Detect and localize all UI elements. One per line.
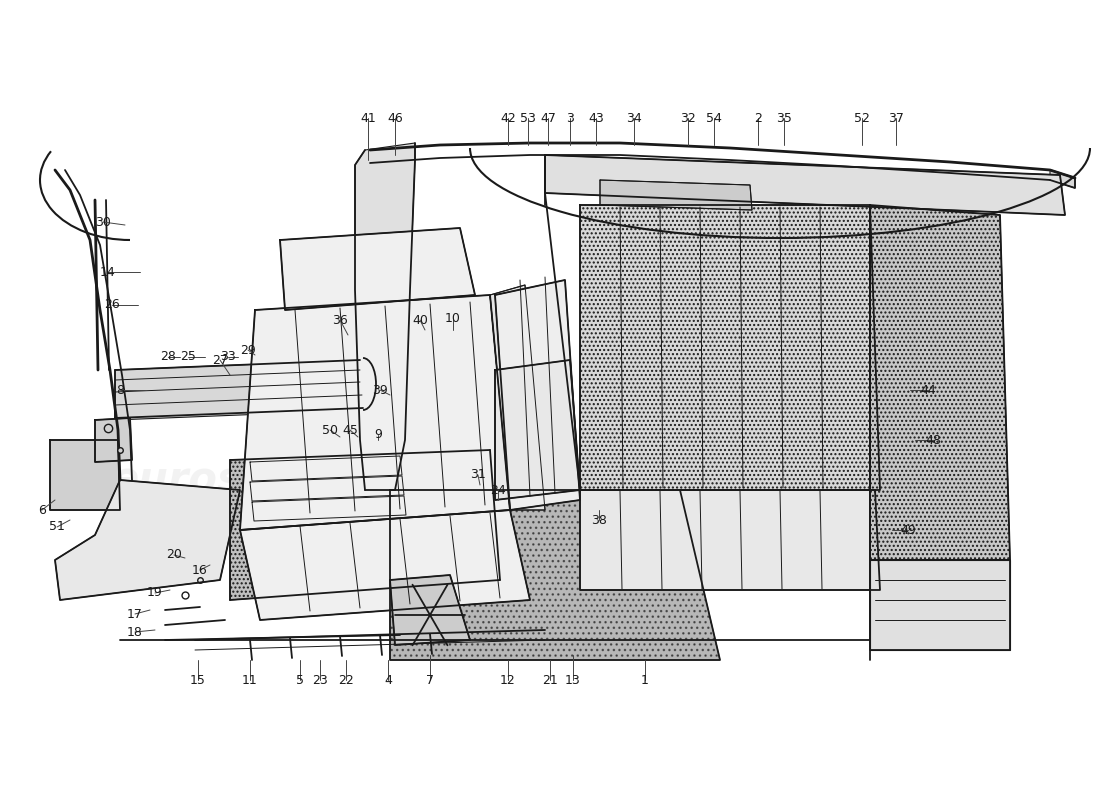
Text: 33: 33 bbox=[220, 350, 235, 363]
Text: 30: 30 bbox=[95, 215, 111, 229]
Text: 36: 36 bbox=[332, 314, 348, 326]
Polygon shape bbox=[1050, 170, 1075, 188]
Text: 43: 43 bbox=[588, 111, 604, 125]
Polygon shape bbox=[544, 155, 1065, 215]
Text: 19: 19 bbox=[147, 586, 163, 599]
Text: 48: 48 bbox=[925, 434, 940, 446]
Text: 47: 47 bbox=[540, 111, 556, 125]
Polygon shape bbox=[600, 180, 752, 210]
Polygon shape bbox=[55, 480, 240, 600]
Text: 32: 32 bbox=[680, 111, 696, 125]
Text: 54: 54 bbox=[706, 111, 722, 125]
Text: 16: 16 bbox=[192, 563, 208, 577]
Polygon shape bbox=[95, 418, 132, 462]
Text: 11: 11 bbox=[242, 674, 257, 686]
Polygon shape bbox=[252, 496, 406, 521]
Polygon shape bbox=[495, 360, 580, 500]
Text: 23: 23 bbox=[312, 674, 328, 686]
Text: 9: 9 bbox=[374, 429, 382, 442]
Text: 20: 20 bbox=[166, 549, 182, 562]
Text: 17: 17 bbox=[128, 607, 143, 621]
Polygon shape bbox=[870, 560, 1010, 650]
Text: 24: 24 bbox=[491, 483, 506, 497]
Text: 49: 49 bbox=[900, 523, 916, 537]
Text: 18: 18 bbox=[128, 626, 143, 638]
Text: 4: 4 bbox=[384, 674, 392, 686]
Text: 38: 38 bbox=[591, 514, 607, 526]
Polygon shape bbox=[250, 456, 402, 481]
Text: 39: 39 bbox=[372, 383, 388, 397]
Text: 8: 8 bbox=[116, 383, 124, 397]
Text: 42: 42 bbox=[500, 111, 516, 125]
Text: 28: 28 bbox=[161, 350, 176, 363]
Text: 1: 1 bbox=[641, 674, 649, 686]
Text: 5: 5 bbox=[296, 674, 304, 686]
Text: 46: 46 bbox=[387, 111, 403, 125]
Text: eurospares: eurospares bbox=[550, 155, 814, 197]
Text: 40: 40 bbox=[412, 314, 428, 326]
Text: 26: 26 bbox=[104, 298, 120, 311]
Text: 7: 7 bbox=[426, 674, 434, 686]
Polygon shape bbox=[390, 575, 470, 645]
Text: 6: 6 bbox=[39, 503, 46, 517]
Polygon shape bbox=[580, 490, 880, 590]
Text: 21: 21 bbox=[542, 674, 558, 686]
Polygon shape bbox=[280, 228, 475, 310]
Polygon shape bbox=[50, 440, 120, 510]
Text: eurospares: eurospares bbox=[110, 459, 374, 501]
Text: 51: 51 bbox=[50, 521, 65, 534]
Text: 15: 15 bbox=[190, 674, 206, 686]
Text: 3: 3 bbox=[566, 111, 574, 125]
Polygon shape bbox=[250, 476, 404, 501]
Text: 44: 44 bbox=[920, 383, 936, 397]
Text: 13: 13 bbox=[565, 674, 581, 686]
Polygon shape bbox=[116, 360, 365, 420]
Polygon shape bbox=[240, 510, 530, 620]
Polygon shape bbox=[240, 295, 510, 530]
Text: 41: 41 bbox=[360, 111, 376, 125]
Text: 2: 2 bbox=[755, 111, 762, 125]
Text: 52: 52 bbox=[854, 111, 870, 125]
Text: 12: 12 bbox=[500, 674, 516, 686]
Text: 22: 22 bbox=[338, 674, 354, 686]
Polygon shape bbox=[490, 285, 544, 510]
Text: 14: 14 bbox=[100, 266, 116, 278]
Text: 37: 37 bbox=[888, 111, 904, 125]
Polygon shape bbox=[355, 143, 415, 490]
Text: 31: 31 bbox=[470, 469, 486, 482]
Text: 53: 53 bbox=[520, 111, 536, 125]
Text: 10: 10 bbox=[446, 311, 461, 325]
Polygon shape bbox=[580, 205, 880, 490]
Text: 35: 35 bbox=[777, 111, 792, 125]
Text: 50: 50 bbox=[322, 423, 338, 437]
Polygon shape bbox=[495, 280, 580, 510]
Text: 29: 29 bbox=[240, 343, 256, 357]
Text: 45: 45 bbox=[342, 423, 358, 437]
Text: 27: 27 bbox=[212, 354, 228, 366]
Text: 25: 25 bbox=[180, 350, 196, 363]
Polygon shape bbox=[390, 490, 720, 660]
Polygon shape bbox=[870, 205, 1010, 560]
Text: 34: 34 bbox=[626, 111, 642, 125]
Polygon shape bbox=[230, 450, 500, 600]
